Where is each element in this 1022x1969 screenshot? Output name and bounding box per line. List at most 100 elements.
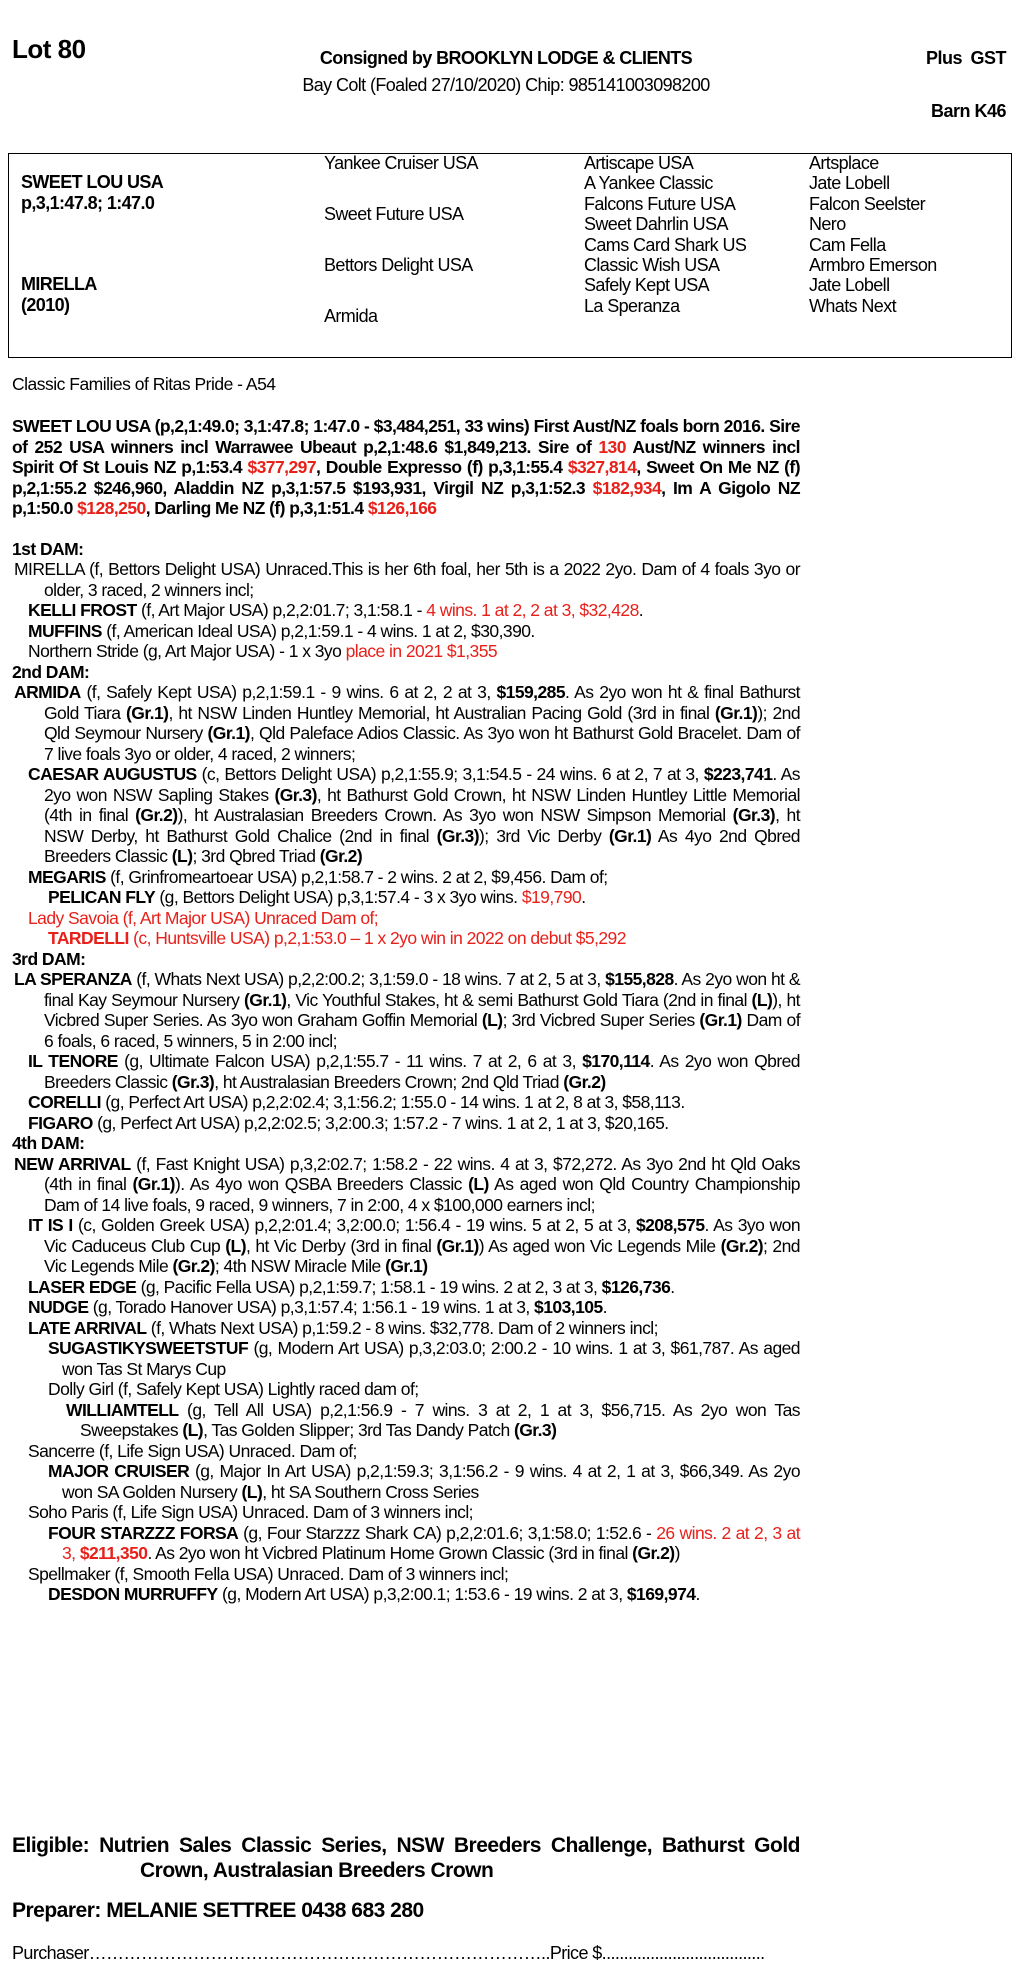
entry-text: Dam of 6 foals, 6 raced, 5 winners, 5 in… <box>44 1010 801 1051</box>
entry-text: (g, Modern Art USA) p,3,2:00.1; 1:53.6 -… <box>217 1584 627 1604</box>
pedigree-entry: MAJOR CRUISER (g, Major In Art USA) p,2,… <box>12 1461 801 1502</box>
entry-text: , ht NSW Derby, ht Bathurst Gold Chalice… <box>44 805 801 846</box>
pedigree-gen3: Safely Kept USA <box>584 275 710 296</box>
pedigree-gen4: Falcon Seelster <box>809 193 926 214</box>
entry-text: 4th DAM: <box>12 1133 85 1153</box>
entry-text: (g, Perfect Art USA) p,2,2:02.5; 3,2:00.… <box>92 1112 669 1133</box>
highlight-text: Lady Savoia (f, Art Major USA) Unraced D… <box>28 907 379 928</box>
bold-text: TARDELLI <box>48 928 129 948</box>
entry-text: (f, Safely Kept USA) p,2,1:59.1 - 9 wins… <box>80 682 497 702</box>
pedigree-gen2: Bettors Delight USA <box>324 255 473 275</box>
entry-text: (g, Pacific Fella USA) p,2,1:59.7; 1:58.… <box>136 1276 602 1297</box>
pedigree-gen4: Whats Next <box>809 295 897 316</box>
entry-text: ; 3rd Vicbred Super Series <box>502 1010 700 1030</box>
section-heading: 3rd DAM: <box>12 949 800 970</box>
bold-text: MEGARIS <box>28 866 106 887</box>
pedigree-gen3: Sweet Dahrlin USA <box>584 214 728 235</box>
bold-text: (Gr.3) <box>274 784 317 805</box>
entry-text: . As 2yo won ht Vicbred Platinum Home Gr… <box>147 1543 633 1563</box>
bold-text: (L) <box>182 1420 204 1440</box>
bold-text: (Gr.1) <box>699 1010 742 1030</box>
bold-text: (Gr.1) <box>714 702 758 723</box>
pedigree-entry: CAESAR AUGUSTUS (c, Bettors Delight USA)… <box>12 764 801 867</box>
entry-text: ), ht Australasian Breeders Crown. As 3y… <box>177 805 733 825</box>
pedigree-gen4: Cam Fella <box>809 234 886 255</box>
pedigree-entry: Dolly Girl (f, Safely Kept USA) Lightly … <box>12 1379 800 1400</box>
bold-text: (Gr.1) <box>207 723 251 743</box>
bold-text: (L) <box>751 989 773 1010</box>
pedigree-entry: ARMIDA (f, Safely Kept USA) p,2,1:59.1 -… <box>12 682 801 764</box>
pedigree-entry: CORELLI (g, Perfect Art USA) p,2,2:02.4;… <box>12 1092 800 1113</box>
bold-text: (Gr.1) <box>436 1235 479 1256</box>
purchase-line: Purchaser……………………………………………………………………..Pri… <box>12 1943 765 1964</box>
family-line: Classic Families of Ritas Pride - A54 <box>12 374 276 394</box>
entry-text: , Qld Paleface Adios Classic. As 3yo won… <box>44 723 801 764</box>
purchaser-field[interactable]: Purchaser…………………………………………………………………….. <box>12 1943 550 1963</box>
entry-text: . <box>602 1297 608 1317</box>
entry-text: As 4yo 2nd Qbred Breeders Classic <box>44 825 801 867</box>
entry-text: (g, Major In Art USA) p,2,1:59.3; 3,1:56… <box>62 1461 801 1502</box>
bold-text: (Gr.1) <box>385 1256 428 1276</box>
pedigree-gen3: Cams Card Shark US <box>584 234 747 255</box>
bold-text: (Gr.3) <box>436 825 480 846</box>
pedigree-entry: DESDON MURRUFFY (g, Modern Art USA) p,3,… <box>12 1584 800 1605</box>
pedigree-entry: IT IS I (c, Golden Greek USA) p,2,2:01.4… <box>12 1215 801 1277</box>
entry-text: , ht Australasian Breeders Crown; 2nd Ql… <box>214 1071 564 1092</box>
entry-text: , Darling Me NZ (f) p,3,1:51.4 <box>145 498 368 518</box>
bold-text: CAESAR AUGUSTUS <box>28 764 197 784</box>
entry-text: (f, Fast Knight USA) p,3,2:02.7; 1:58.2 … <box>44 1153 801 1195</box>
entry-text: (g, Ultimate Falcon USA) p,2,1:55.7 - 11… <box>117 1051 583 1071</box>
bold-text: (Gr.3) <box>732 805 776 825</box>
pedigree-gen4: Nero <box>809 214 846 235</box>
entry-text: , ht SA Southern Cross Series <box>262 1481 479 1502</box>
bold-text: (L) <box>241 1481 263 1502</box>
bold-text: (Gr.1) <box>608 825 652 846</box>
pedigree-entry: LASER EDGE (g, Pacific Fella USA) p,2,1:… <box>12 1277 800 1298</box>
bold-text: CORELLI <box>28 1092 102 1112</box>
pedigree-gen3: Falcons Future USA <box>584 193 736 214</box>
pedigree-entry: LATE ARRIVAL (f, Whats Next USA) p,1:59.… <box>12 1318 800 1339</box>
pedigree-gen2: Armida <box>324 306 378 326</box>
pedigree-entry: FIGARO (g, Perfect Art USA) p,2,2:02.5; … <box>12 1113 800 1134</box>
highlight-text: $126,166 <box>367 498 437 518</box>
consignor: Consigned by BROOKLYN LODGE & CLIENTS <box>319 48 693 68</box>
pedigree-entry: Soho Paris (f, Life Sign USA) Unraced. D… <box>12 1502 800 1523</box>
sire-record: p,3,1:47.8; 1:47.0 <box>21 193 155 213</box>
entry-text: ) As aged won Vic Legends Mile <box>478 1235 721 1256</box>
entry-text: (f, Grinfromeartoear USA) p,2,1:58.7 - 2… <box>105 866 608 887</box>
bold-text: $208,575 <box>635 1215 705 1235</box>
entry-text: . <box>670 1276 675 1297</box>
entry-text: . As 3yo won Vic Caduceus Club Cup <box>44 1215 801 1256</box>
pedigree-entry: TARDELLI (c, Huntsville USA) p,2,1:53.0 … <box>12 928 800 949</box>
pedigree-table: SWEET LOU USA p,3,1:47.8; 1:47.0 MIRELLA… <box>8 153 1012 358</box>
bold-text: $159,285 <box>496 682 566 702</box>
highlight-text: $182,934 <box>592 477 662 498</box>
dam-name: MIRELLA <box>21 274 97 294</box>
entry-text: (f, American Ideal USA) p,2,1:59.1 - 4 w… <box>101 620 535 641</box>
pedigree-entry: Lady Savoia (f, Art Major USA) Unraced D… <box>12 908 800 929</box>
price-field[interactable]: Price $.................................… <box>549 1943 765 1963</box>
pedigree-entry: Spellmaker (f, Smooth Fella USA) Unraced… <box>12 1564 800 1585</box>
pedigree-gen3: Artiscape USA <box>584 153 694 173</box>
entry-text: MIRELLA (f, Bettors Delight USA) Unraced… <box>14 559 801 600</box>
bold-text: $126,736 <box>601 1276 671 1297</box>
entry-text: ). As 4yo won QSBA Breeders Classic <box>174 1174 469 1194</box>
entry-text: . As 2yo won Qbred Breeders Classic <box>44 1051 801 1092</box>
entry-text: (g, Perfect Art USA) p,2,2:02.4; 3,1:56.… <box>100 1092 685 1112</box>
entry-text: SWEET LOU USA (p,2,1:49.0; 3,1:47.8; 1:4… <box>12 416 801 457</box>
pedigree-entry: KELLI FROST (f, Art Major USA) p,2,2:01.… <box>12 600 800 621</box>
bold-text: NUDGE <box>28 1297 89 1317</box>
bold-text: (Gr.2) <box>319 846 363 866</box>
pedigree-entry: NUDGE (g, Torado Hanover USA) p,3,1:57.4… <box>12 1297 800 1318</box>
highlight-text: $377,297 <box>247 457 317 477</box>
entry-text: . As 2yo won NSW Sapling Stakes <box>44 764 801 805</box>
lot-number: Lot 80 <box>12 34 86 64</box>
bold-text: (Gr.2) <box>172 1256 215 1276</box>
pedigree-gen4: Jate Lobell <box>809 173 890 194</box>
entry-text: (f, Art Major USA) p,2,2:01.7; 3,1:58.1 … <box>136 600 427 620</box>
bold-text: (Gr.2) <box>563 1071 606 1092</box>
pedigree-gen3: La Speranza <box>584 295 680 316</box>
entry-text: , Vic Youthful Stakes, ht & semi Bathurs… <box>286 989 752 1010</box>
entry-text: (g, Modern Art USA) p,3,2:03.0; 2:00.2 -… <box>62 1338 801 1379</box>
bold-text: $103,105 <box>534 1297 603 1317</box>
